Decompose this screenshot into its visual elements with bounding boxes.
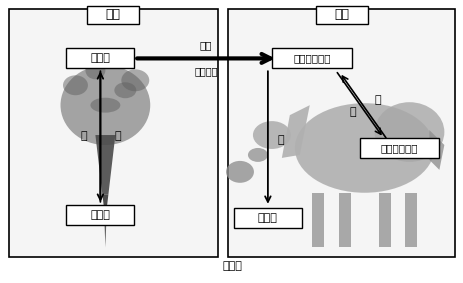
Ellipse shape bbox=[294, 103, 433, 193]
Text: 複雑な有機物: 複雑な有機物 bbox=[380, 143, 417, 153]
Ellipse shape bbox=[60, 65, 150, 145]
Polygon shape bbox=[95, 135, 115, 195]
Polygon shape bbox=[281, 105, 309, 158]
Text: 単純な有機物: 単純な有機物 bbox=[292, 53, 330, 63]
FancyBboxPatch shape bbox=[315, 6, 367, 23]
Text: 消化分解: 消化分解 bbox=[194, 67, 217, 76]
Text: 図　１: 図 １ bbox=[222, 261, 241, 271]
FancyBboxPatch shape bbox=[271, 48, 351, 68]
Ellipse shape bbox=[374, 102, 444, 162]
FancyBboxPatch shape bbox=[405, 193, 417, 247]
Text: ス: ス bbox=[277, 135, 284, 145]
Ellipse shape bbox=[225, 161, 253, 183]
FancyBboxPatch shape bbox=[311, 193, 323, 247]
Text: 動物: 動物 bbox=[333, 8, 349, 21]
FancyBboxPatch shape bbox=[338, 193, 350, 247]
FancyBboxPatch shape bbox=[233, 208, 301, 228]
FancyBboxPatch shape bbox=[9, 9, 218, 258]
Text: 有機物: 有機物 bbox=[90, 53, 110, 63]
Text: 無機物: 無機物 bbox=[90, 210, 110, 220]
FancyBboxPatch shape bbox=[66, 205, 134, 225]
FancyBboxPatch shape bbox=[66, 48, 134, 68]
Ellipse shape bbox=[85, 61, 105, 79]
Ellipse shape bbox=[90, 98, 120, 113]
Ellipse shape bbox=[114, 82, 136, 98]
Text: シ: シ bbox=[349, 107, 355, 117]
Ellipse shape bbox=[252, 121, 290, 149]
Text: ケ: ケ bbox=[80, 131, 87, 141]
FancyBboxPatch shape bbox=[227, 9, 454, 258]
FancyBboxPatch shape bbox=[359, 138, 438, 158]
Text: 植物: 植物 bbox=[106, 8, 120, 21]
FancyBboxPatch shape bbox=[378, 193, 390, 247]
Ellipse shape bbox=[63, 75, 88, 95]
Polygon shape bbox=[102, 195, 108, 220]
Ellipse shape bbox=[121, 69, 149, 91]
FancyBboxPatch shape bbox=[87, 6, 139, 23]
Text: サ: サ bbox=[374, 95, 381, 105]
Polygon shape bbox=[104, 220, 106, 247]
Text: コ: コ bbox=[114, 131, 120, 141]
Text: 無機物: 無機物 bbox=[257, 213, 277, 223]
Text: 摂食: 摂食 bbox=[200, 40, 212, 50]
Ellipse shape bbox=[247, 148, 267, 162]
Polygon shape bbox=[428, 130, 444, 170]
